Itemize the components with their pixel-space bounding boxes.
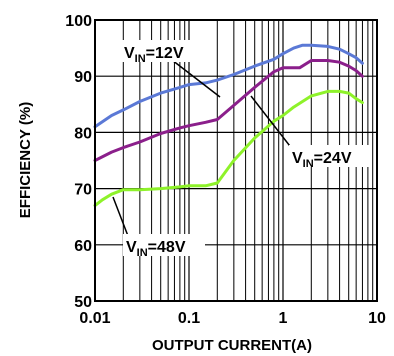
x-axis-title: OUTPUT CURRENT(A) — [152, 337, 312, 354]
plot-border — [94, 19, 378, 302]
series-line-2 — [93, 59, 364, 162]
series-label-text: VIN=12V — [124, 45, 184, 65]
x-tick-label: 0.01 — [79, 310, 110, 327]
leader-line — [112, 196, 129, 237]
series-label-text: VIN=48V — [126, 239, 186, 259]
series-label-3: VIN=48V — [112, 196, 205, 259]
y-tick-label: 90 — [74, 69, 92, 86]
series-label-2: VIN=24V — [250, 95, 371, 170]
label-backdrop — [123, 234, 205, 256]
y-tick-label: 50 — [74, 294, 92, 311]
leader-line — [171, 59, 221, 98]
y-tick-label: 80 — [74, 125, 92, 142]
series-label-text: VIN=24V — [292, 150, 352, 170]
plot-frame — [94, 19, 378, 302]
series-annotations: VIN=12V VIN=24V VIN=48V — [112, 40, 371, 259]
series-lines — [93, 43, 364, 207]
y-tick-label: 100 — [65, 13, 92, 30]
y-tick-label: 60 — [74, 238, 92, 255]
series-line-1 — [93, 43, 364, 129]
leader-line — [250, 95, 294, 151]
series-line-3 — [93, 89, 364, 207]
series-label-1: VIN=12V — [121, 40, 221, 98]
x-tick-label: 1 — [279, 310, 288, 327]
label-backdrop — [121, 40, 203, 62]
label-backdrop — [289, 145, 371, 167]
x-tick-label: 10 — [368, 310, 386, 327]
x-tick-label: 0.1 — [178, 310, 200, 327]
y-axis-title: EFFICIENCY (%) — [17, 102, 34, 218]
y-tick-label: 70 — [74, 182, 92, 199]
tick-labels: 50 60 70 80 90 100 0.01 0.1 1 10 — [65, 13, 386, 327]
